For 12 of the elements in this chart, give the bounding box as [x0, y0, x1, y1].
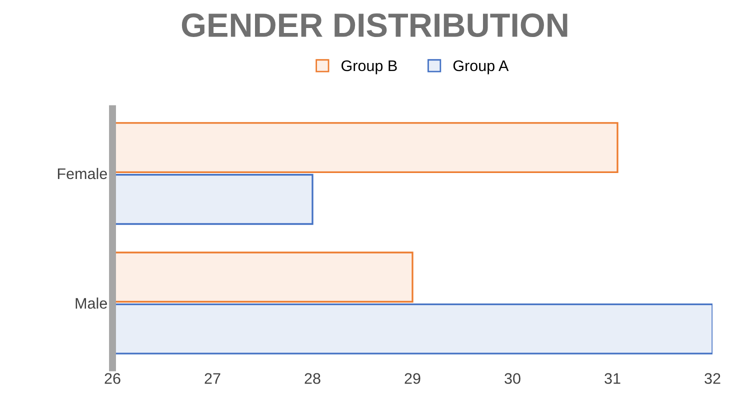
- chart-title: GENDER DISTRIBUTION: [182, 13, 568, 38]
- x-tick-label: 32: [704, 373, 720, 384]
- x-tick-label: 27: [204, 373, 220, 384]
- y-tick-label: Male: [76, 298, 107, 309]
- x-tick-label: 28: [304, 373, 320, 384]
- x-tick-label: 26: [104, 373, 120, 384]
- legend-label: Group A: [453, 60, 509, 74]
- x-tick-label: 30: [504, 373, 520, 384]
- x-tick-label: 31: [604, 373, 620, 384]
- x-tick-label: 29: [404, 373, 420, 384]
- legend-label: Group B: [342, 60, 397, 74]
- y-tick-label: Female: [58, 168, 107, 180]
